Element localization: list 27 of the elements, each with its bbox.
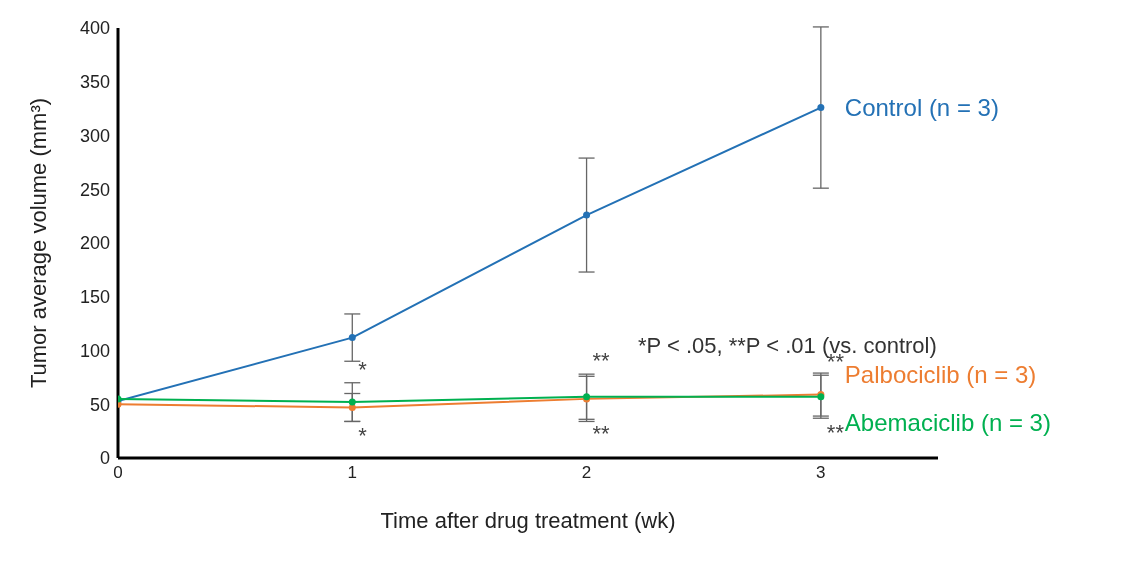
annotation: ** bbox=[826, 419, 845, 445]
point bbox=[583, 211, 591, 219]
point bbox=[817, 104, 825, 112]
y-tick-label: 300 bbox=[79, 125, 110, 146]
y-tick-label: 150 bbox=[79, 287, 110, 308]
y-tick-label: 250 bbox=[79, 179, 110, 200]
x-tick-label: 2 bbox=[581, 463, 592, 483]
x-tick-label: 1 bbox=[347, 463, 358, 483]
annotation: * bbox=[358, 356, 368, 382]
x-tick-label: 3 bbox=[816, 463, 826, 483]
point bbox=[348, 334, 356, 342]
annotation: ** bbox=[592, 348, 611, 374]
point bbox=[348, 398, 356, 406]
y-axis-title: Tumor average volume (mm³) bbox=[25, 97, 51, 389]
x-tick-label: 0 bbox=[113, 463, 123, 483]
x-axis-title: Time after drug treatment (wk) bbox=[380, 508, 676, 533]
y-tick-label: 0 bbox=[99, 448, 110, 469]
y-tick-label: 50 bbox=[89, 394, 110, 415]
annotation: * bbox=[358, 423, 368, 449]
y-tick-label: 200 bbox=[79, 233, 110, 254]
y-tick-label: 400 bbox=[79, 18, 110, 39]
annotation: ** bbox=[592, 420, 611, 446]
series-label: Abemaciclib (n = 3) bbox=[844, 408, 1051, 436]
series-label: Palbociclib (n = 3) bbox=[844, 360, 1037, 388]
series-label: Control (n = 3) bbox=[844, 93, 999, 121]
y-tick-label: 100 bbox=[79, 340, 110, 361]
y-tick-label: 350 bbox=[79, 72, 110, 93]
